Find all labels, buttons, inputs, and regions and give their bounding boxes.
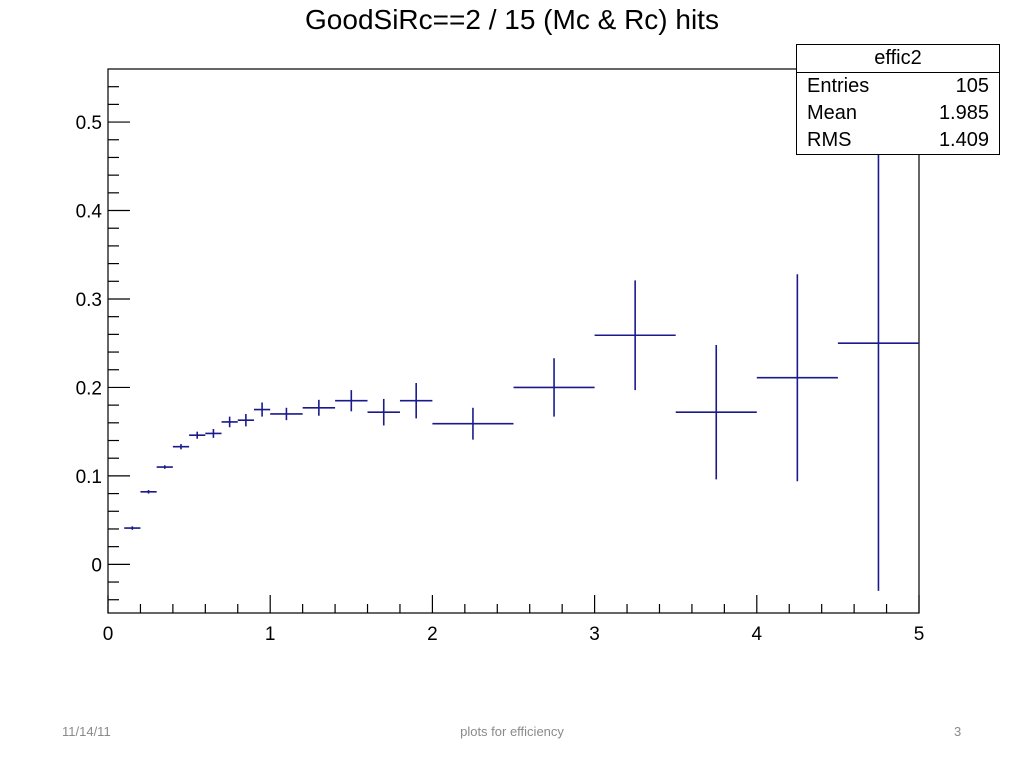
stats-row-mean: Mean 1.985 <box>797 100 999 127</box>
x-tick-label: 1 <box>265 624 276 645</box>
data-point <box>253 402 271 417</box>
y-tick-label: 0.5 <box>76 113 102 134</box>
data-point <box>172 444 190 450</box>
x-tick-label: 2 <box>427 624 438 645</box>
y-tick-label: 0 <box>91 555 102 576</box>
data-point <box>335 390 368 412</box>
data-point <box>156 465 173 469</box>
data-point <box>205 429 222 438</box>
data-point <box>594 280 676 391</box>
stats-value: 1.409 <box>938 129 989 151</box>
stats-label: Mean <box>807 102 858 124</box>
data-point <box>367 398 400 426</box>
stats-value: 105 <box>955 75 989 97</box>
y-tick-label: 0.2 <box>76 378 102 399</box>
x-tick-label: 0 <box>103 624 114 645</box>
data-point <box>189 431 206 439</box>
y-tick-label: 0.4 <box>76 202 103 223</box>
data-point <box>756 274 838 482</box>
data-point <box>513 358 595 417</box>
footer-date: 11/14/11 <box>62 724 111 739</box>
stats-box: effic2 Entries 105 Mean 1.985 RMS 1.409 <box>796 44 1000 155</box>
y-tick-label: 0.3 <box>76 290 102 311</box>
stats-row-rms: RMS 1.409 <box>797 127 999 154</box>
stats-box-title: effic2 <box>797 45 999 73</box>
data-point <box>270 407 303 421</box>
footer-title: plots for efficiency <box>460 724 564 739</box>
data-point <box>432 407 514 440</box>
stats-row-entries: Entries 105 <box>797 73 999 100</box>
x-tick-label: 5 <box>914 624 925 645</box>
stats-label: RMS <box>807 129 852 151</box>
data-point <box>140 490 157 494</box>
plot-frame <box>107 68 920 614</box>
y-tick-label: 0.1 <box>76 467 102 488</box>
data-point <box>837 95 919 591</box>
footer-page-number: 3 <box>954 724 962 739</box>
data-point <box>237 413 254 427</box>
data-point <box>399 383 433 419</box>
stats-label: Entries <box>807 75 870 97</box>
x-tick-label: 3 <box>589 624 600 645</box>
x-tick-label: 4 <box>752 624 763 645</box>
data-point <box>675 344 757 480</box>
data-point <box>124 526 141 530</box>
chart-title: GoodSiRc==2 / 15 (Mc & Rc) hits <box>305 4 719 35</box>
data-point <box>302 399 336 416</box>
stats-value: 1.985 <box>938 102 989 124</box>
data-point <box>221 416 238 428</box>
